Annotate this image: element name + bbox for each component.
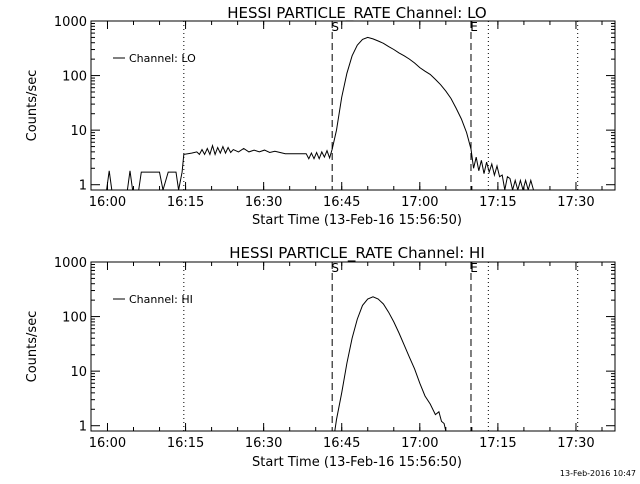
marker-label-e: E	[470, 261, 478, 275]
x-tick-label: 16:00	[89, 436, 126, 451]
plot-frame	[90, 20, 616, 191]
legend-label: Channel: LO	[129, 52, 196, 65]
series-line	[91, 36, 534, 190]
marker-label-e: E	[470, 20, 478, 34]
x-tick-label: 16:00	[89, 195, 126, 210]
marker-label-s: S	[331, 261, 339, 275]
x-tick-label: 17:15	[479, 195, 516, 210]
x-tick-label: 17:00	[401, 436, 438, 451]
y-tick-label: 10	[70, 365, 87, 380]
y-tick-label: 10	[70, 124, 87, 139]
chart-lo-channel: HESSI PARTICLE_RATE Channel: LO 16:00 16:1…	[25, 4, 616, 228]
y-axis-label: Counts/sec	[25, 311, 40, 383]
y-tick-label: 100	[62, 70, 87, 85]
y-tick-label: 100	[62, 311, 87, 326]
x-tick-label: 16:15	[167, 195, 204, 210]
timestamp-label: 13-Feb-2016 10:47	[560, 469, 636, 478]
x-tick-label: 16:45	[323, 436, 360, 451]
marker-label-s: S	[331, 20, 339, 34]
y-tick-label: 1000	[54, 256, 87, 271]
x-tick-label: 16:45	[323, 195, 360, 210]
chart-title: HESSI PARTICLE_RATE Channel: LO	[227, 4, 486, 23]
x-tick-label: 17:30	[557, 195, 594, 210]
series-line	[334, 296, 447, 431]
x-tick-label: 17:30	[557, 436, 594, 451]
chart-title: HESSI PARTICLE_RATE Channel: HI	[229, 244, 485, 263]
plot-frame	[90, 261, 616, 432]
y-tick-label: 1000	[54, 15, 87, 30]
x-tick-label: 16:30	[245, 436, 282, 451]
x-tick-label: 16:15	[167, 436, 204, 451]
legend-label: Channel: HI	[129, 293, 193, 306]
y-tick-label: 1	[79, 420, 87, 435]
x-axis-label: Start Time (13-Feb-16 15:56:50)	[252, 213, 462, 228]
y-axis-label: Counts/sec	[25, 70, 40, 142]
y-tick-label: 1	[79, 179, 87, 194]
x-tick-label: 17:00	[401, 195, 438, 210]
chart-hi-channel: HESSI PARTICLE_RATE Channel: HI 16:00 16:1…	[25, 244, 616, 470]
x-tick-label: 16:30	[245, 195, 282, 210]
x-axis-label: Start Time (13-Feb-16 15:56:50)	[252, 455, 462, 470]
x-tick-label: 17:15	[479, 436, 516, 451]
